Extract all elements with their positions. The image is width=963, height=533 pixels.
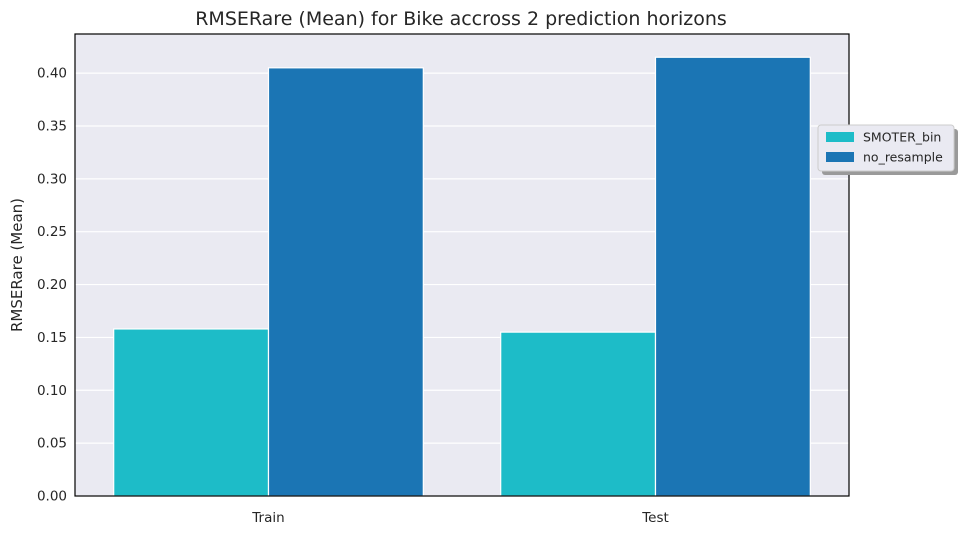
legend-label-SMOTER_bin: SMOTER_bin bbox=[863, 130, 941, 145]
y-tick-label: 0.30 bbox=[37, 171, 67, 187]
y-tick-label: 0.10 bbox=[37, 383, 67, 399]
legend: SMOTER_bin no_resample bbox=[817, 124, 958, 175]
y-tick-label: 0.20 bbox=[37, 277, 67, 293]
y-tick-label: 0.40 bbox=[37, 66, 67, 82]
chart-title: RMSERare (Mean) for Bike accross 2 predi… bbox=[195, 8, 727, 30]
bars bbox=[113, 56, 811, 497]
y-tick-label: 0.00 bbox=[37, 489, 67, 505]
y-tick-label: 0.15 bbox=[37, 330, 67, 346]
plot-frame bbox=[74, 33, 850, 497]
bar-SMOTER_bin-Test bbox=[500, 331, 657, 497]
y-tick-label: 0.05 bbox=[37, 436, 67, 452]
y-tick-label: 0.25 bbox=[37, 224, 67, 240]
bar-no_resample-Test bbox=[654, 56, 811, 497]
bar-no_resample-Train bbox=[267, 67, 424, 497]
x-tick-label: Test bbox=[641, 510, 669, 526]
x-axis-ticks: Train Test bbox=[251, 510, 669, 526]
x-tick-label: Train bbox=[251, 510, 284, 526]
y-axis-label: RMSERare (Mean) bbox=[8, 198, 26, 332]
y-tick-label: 0.35 bbox=[37, 118, 67, 134]
y-axis-ticks: 0.00 0.05 0.10 0.15 0.20 0.25 0.30 0.35 0.40 bbox=[37, 66, 67, 505]
legend-swatch-no_resample bbox=[826, 152, 854, 162]
bar-SMOTER_bin-Train bbox=[113, 328, 270, 497]
legend-swatch-SMOTER_bin bbox=[826, 132, 854, 142]
legend-label-no_resample: no_resample bbox=[863, 150, 943, 165]
